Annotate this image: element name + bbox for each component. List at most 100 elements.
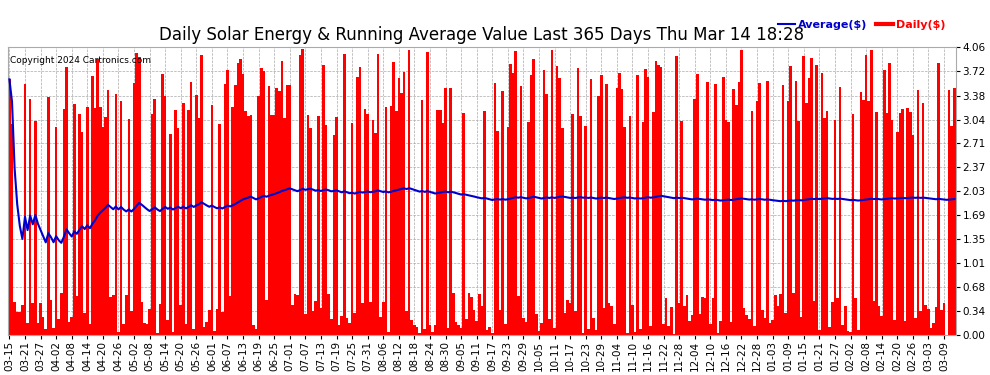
Title: Daily Solar Energy & Running Average Value Last 365 Days Thu Mar 14 18:28: Daily Solar Energy & Running Average Val… — [159, 27, 805, 45]
Bar — [42, 316, 45, 335]
Bar — [818, 330, 821, 335]
Bar — [714, 84, 717, 335]
Bar — [224, 84, 226, 335]
Bar — [363, 109, 366, 335]
Bar — [198, 118, 200, 335]
Bar — [336, 117, 338, 335]
Bar — [102, 127, 104, 335]
Bar — [8, 80, 11, 335]
Bar — [878, 306, 880, 335]
Bar — [281, 61, 283, 335]
Bar — [891, 120, 893, 335]
Text: Copyright 2024 Cartronics.com: Copyright 2024 Cartronics.com — [10, 56, 151, 65]
Bar — [541, 323, 543, 335]
Bar — [515, 51, 517, 335]
Bar — [405, 311, 408, 335]
Bar — [192, 329, 195, 335]
Bar — [880, 316, 883, 335]
Bar — [522, 318, 525, 335]
Bar — [164, 96, 166, 335]
Bar — [755, 101, 758, 335]
Bar — [901, 109, 904, 335]
Bar — [57, 319, 60, 335]
Bar — [870, 50, 872, 335]
Bar — [123, 324, 125, 335]
Bar — [616, 88, 618, 335]
Bar — [91, 76, 94, 335]
Bar — [240, 58, 242, 335]
Bar — [782, 85, 784, 335]
Bar — [728, 122, 730, 335]
Bar — [216, 309, 219, 335]
Bar — [605, 84, 608, 335]
Bar — [291, 306, 294, 335]
Bar — [639, 329, 642, 335]
Bar — [148, 309, 150, 335]
Bar — [930, 328, 933, 335]
Bar — [712, 297, 714, 335]
Bar — [491, 333, 494, 335]
Bar — [867, 101, 870, 335]
Bar — [50, 300, 52, 335]
Bar — [99, 107, 102, 335]
Bar — [659, 67, 662, 335]
Bar — [315, 301, 317, 335]
Bar — [499, 309, 501, 335]
Bar — [667, 326, 670, 335]
Bar — [465, 319, 467, 335]
Bar — [317, 116, 320, 335]
Bar — [595, 330, 597, 335]
Bar — [398, 78, 400, 335]
Bar — [182, 103, 185, 335]
Bar — [933, 323, 935, 335]
Bar — [75, 296, 78, 335]
Bar — [125, 295, 128, 335]
Bar — [174, 110, 177, 335]
Bar — [350, 123, 353, 335]
Bar — [400, 93, 403, 335]
Bar — [725, 120, 728, 335]
Bar — [904, 321, 906, 335]
Bar — [213, 331, 216, 335]
Bar — [169, 134, 171, 335]
Bar — [717, 333, 720, 335]
Bar — [883, 70, 885, 335]
Bar — [257, 96, 260, 335]
Bar — [512, 73, 515, 335]
Bar — [912, 135, 914, 335]
Bar — [590, 79, 592, 335]
Bar — [766, 81, 768, 335]
Bar — [445, 88, 446, 335]
Bar — [325, 125, 328, 335]
Bar — [582, 333, 584, 335]
Bar — [371, 120, 374, 335]
Bar — [483, 111, 486, 335]
Bar — [40, 303, 42, 335]
Bar — [226, 70, 229, 335]
Bar — [571, 114, 574, 335]
Bar — [411, 320, 413, 335]
Bar — [504, 324, 507, 335]
Bar — [579, 116, 582, 335]
Bar — [81, 132, 83, 335]
Bar — [278, 91, 281, 335]
Bar — [771, 320, 774, 335]
Bar — [738, 81, 741, 335]
Bar — [65, 67, 68, 335]
Bar — [265, 300, 267, 335]
Bar — [11, 124, 13, 335]
Bar — [260, 68, 262, 335]
Bar — [446, 328, 449, 335]
Bar — [792, 293, 795, 335]
Bar — [834, 120, 837, 335]
Bar — [621, 89, 624, 335]
Bar — [626, 333, 629, 335]
Bar — [408, 50, 411, 335]
Bar — [413, 325, 416, 335]
Bar — [927, 309, 930, 335]
Bar — [424, 329, 426, 335]
Bar — [696, 74, 699, 335]
Bar — [538, 331, 541, 335]
Bar — [294, 294, 296, 335]
Bar — [73, 104, 75, 335]
